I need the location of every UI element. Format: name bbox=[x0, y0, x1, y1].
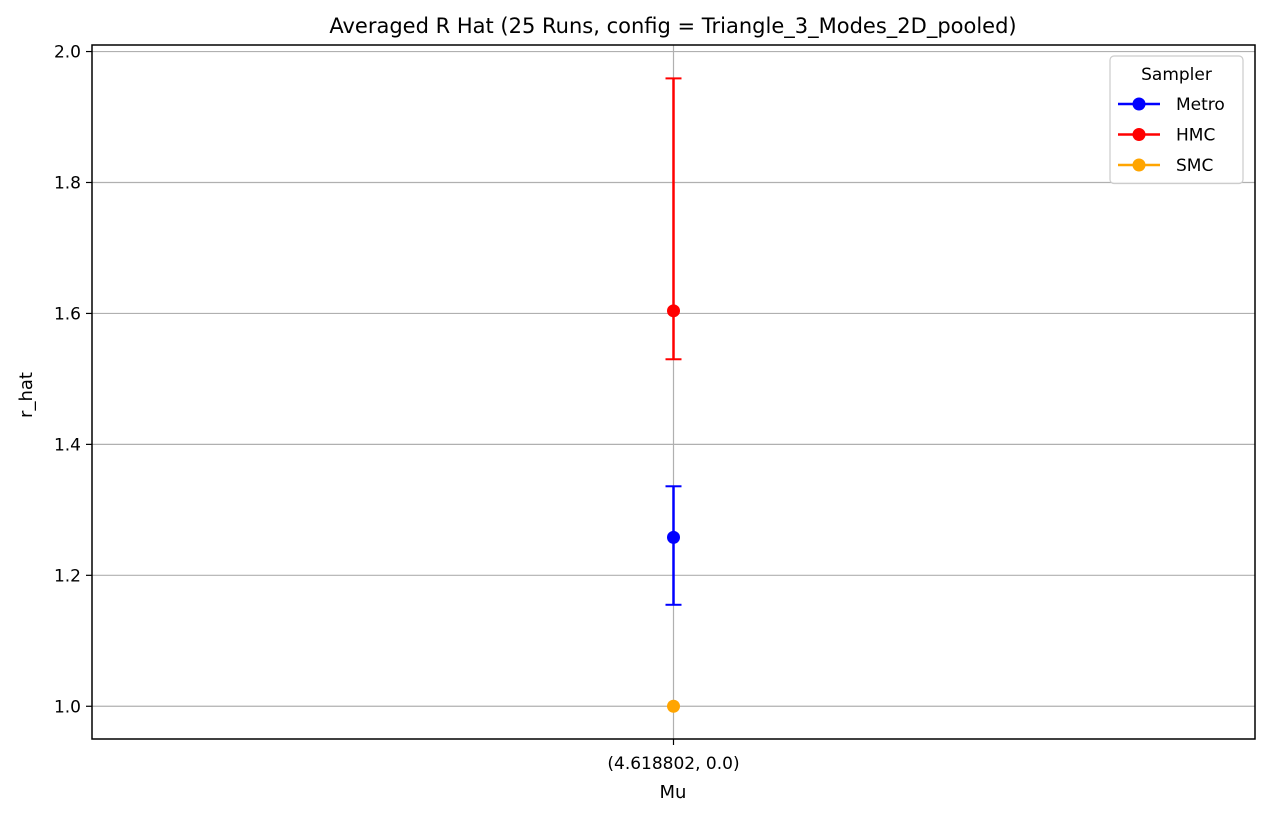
y-tick-label: 2.0 bbox=[54, 43, 81, 63]
legend-marker-metro bbox=[1132, 97, 1146, 111]
legend-title: Sampler bbox=[1141, 65, 1212, 85]
x-tick-label: (4.618802, 0.0) bbox=[607, 754, 739, 774]
y-tick-label: 1.0 bbox=[54, 697, 81, 717]
y-tick-label: 1.2 bbox=[54, 566, 81, 586]
marks-layer bbox=[665, 77, 682, 713]
legend-box bbox=[1109, 55, 1244, 185]
legend: Sampler Metro HMC SMC bbox=[1109, 55, 1244, 185]
y-tick-label: 1.8 bbox=[54, 173, 81, 193]
legend-label-metro: Metro bbox=[1176, 95, 1225, 115]
axes-layer: 1.0 1.2 1.4 1.6 1.8 2.0 (4.618802, 0.0) bbox=[54, 43, 1256, 774]
y-tick-label: 1.6 bbox=[54, 304, 81, 324]
legend-marker-hmc bbox=[1132, 128, 1146, 141]
legend-marker-smc bbox=[1132, 158, 1146, 172]
legend-label-smc: SMC bbox=[1176, 156, 1213, 176]
y-tick-label: 1.4 bbox=[54, 435, 81, 455]
data-point-hmc bbox=[667, 304, 680, 318]
data-point-metro bbox=[667, 530, 680, 544]
data-point-smc bbox=[667, 699, 680, 713]
y-axis-label: r_hat bbox=[16, 372, 37, 418]
chart-title: Averaged R Hat (25 Runs, config = Triang… bbox=[329, 14, 1016, 39]
legend-label-hmc: HMC bbox=[1176, 126, 1215, 146]
x-axis-label: Mu bbox=[660, 782, 687, 803]
